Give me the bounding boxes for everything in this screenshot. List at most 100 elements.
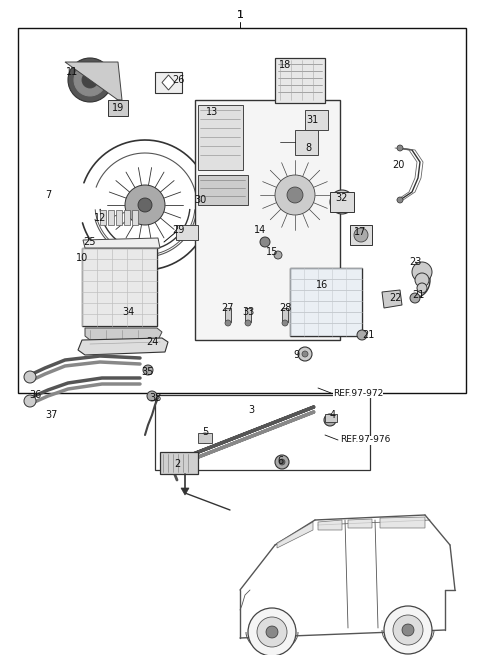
Circle shape [279, 459, 285, 465]
Bar [245, 308, 251, 322]
Text: 3: 3 [248, 405, 254, 415]
Bar [282, 308, 288, 322]
Text: 32: 32 [336, 193, 348, 203]
Text: 2: 2 [174, 459, 180, 469]
Text: 1: 1 [237, 10, 243, 20]
Text: 35: 35 [142, 367, 154, 377]
Text: 20: 20 [392, 160, 404, 170]
Polygon shape [382, 290, 402, 308]
Polygon shape [65, 62, 122, 100]
Polygon shape [85, 328, 162, 340]
Text: 34: 34 [122, 307, 134, 317]
Text: 18: 18 [279, 60, 291, 70]
Text: 21: 21 [412, 290, 424, 300]
Circle shape [82, 72, 98, 88]
Circle shape [397, 197, 403, 203]
Bar [290, 268, 362, 336]
Text: REF.97-976: REF.97-976 [340, 436, 390, 445]
Text: 12: 12 [94, 213, 106, 223]
Bar [330, 192, 354, 212]
Text: 24: 24 [146, 337, 158, 347]
Polygon shape [82, 248, 157, 326]
Bar [225, 308, 231, 322]
Polygon shape [162, 75, 175, 90]
Circle shape [147, 391, 157, 401]
Circle shape [357, 330, 367, 340]
Polygon shape [83, 238, 160, 248]
Circle shape [336, 196, 348, 208]
Circle shape [24, 395, 36, 407]
Text: 30: 30 [194, 195, 206, 205]
Bar [198, 105, 243, 170]
Bar [18, 28, 466, 393]
Text: 29: 29 [172, 225, 184, 235]
Text: 9: 9 [293, 350, 299, 360]
Circle shape [138, 198, 152, 212]
Text: 38: 38 [149, 393, 161, 403]
Bar [160, 452, 198, 474]
Circle shape [397, 145, 403, 151]
Text: 11: 11 [66, 67, 78, 77]
Text: 5: 5 [202, 427, 208, 437]
Circle shape [74, 64, 106, 96]
Circle shape [257, 617, 287, 647]
Text: 10: 10 [76, 253, 88, 263]
Circle shape [274, 251, 282, 259]
Polygon shape [176, 225, 198, 240]
Polygon shape [348, 519, 372, 528]
Bar [198, 433, 212, 443]
Text: 16: 16 [316, 280, 328, 290]
Polygon shape [277, 522, 313, 548]
Circle shape [245, 320, 251, 326]
Circle shape [417, 283, 427, 293]
Bar [100, 210, 106, 225]
Bar [124, 210, 130, 225]
Polygon shape [380, 517, 425, 528]
Polygon shape [78, 338, 168, 355]
Circle shape [287, 187, 303, 203]
Text: 25: 25 [84, 237, 96, 247]
Circle shape [393, 615, 423, 645]
Polygon shape [155, 72, 182, 93]
Circle shape [275, 175, 315, 215]
Text: 26: 26 [172, 75, 184, 85]
Text: 1: 1 [237, 10, 243, 20]
Polygon shape [318, 520, 342, 530]
Text: 27: 27 [222, 303, 234, 313]
Text: 31: 31 [306, 115, 318, 125]
Text: 15: 15 [266, 247, 278, 257]
Bar [108, 210, 114, 225]
Bar [108, 100, 128, 116]
Bar [116, 210, 122, 225]
Circle shape [275, 455, 289, 469]
Text: 28: 28 [279, 303, 291, 313]
Text: 23: 23 [409, 257, 421, 267]
Circle shape [302, 351, 308, 357]
Text: 37: 37 [46, 410, 58, 420]
Bar [325, 414, 337, 422]
Circle shape [298, 347, 312, 361]
Text: 19: 19 [112, 103, 124, 113]
Circle shape [125, 185, 165, 225]
Circle shape [410, 293, 420, 303]
Circle shape [68, 58, 112, 102]
Bar [82, 248, 157, 326]
Text: 6: 6 [277, 456, 283, 466]
Bar [310, 278, 332, 296]
Bar [132, 210, 138, 225]
Text: 21: 21 [362, 330, 374, 340]
Circle shape [266, 626, 278, 638]
Circle shape [412, 262, 432, 282]
Circle shape [200, 433, 210, 443]
Circle shape [110, 100, 126, 116]
Bar [198, 175, 248, 205]
Polygon shape [295, 130, 318, 155]
Text: 8: 8 [305, 143, 311, 153]
Text: 7: 7 [45, 190, 51, 200]
Polygon shape [181, 488, 189, 495]
Circle shape [260, 237, 270, 247]
Text: 36: 36 [29, 390, 41, 400]
Circle shape [225, 320, 231, 326]
Circle shape [143, 365, 153, 375]
Text: 14: 14 [254, 225, 266, 235]
